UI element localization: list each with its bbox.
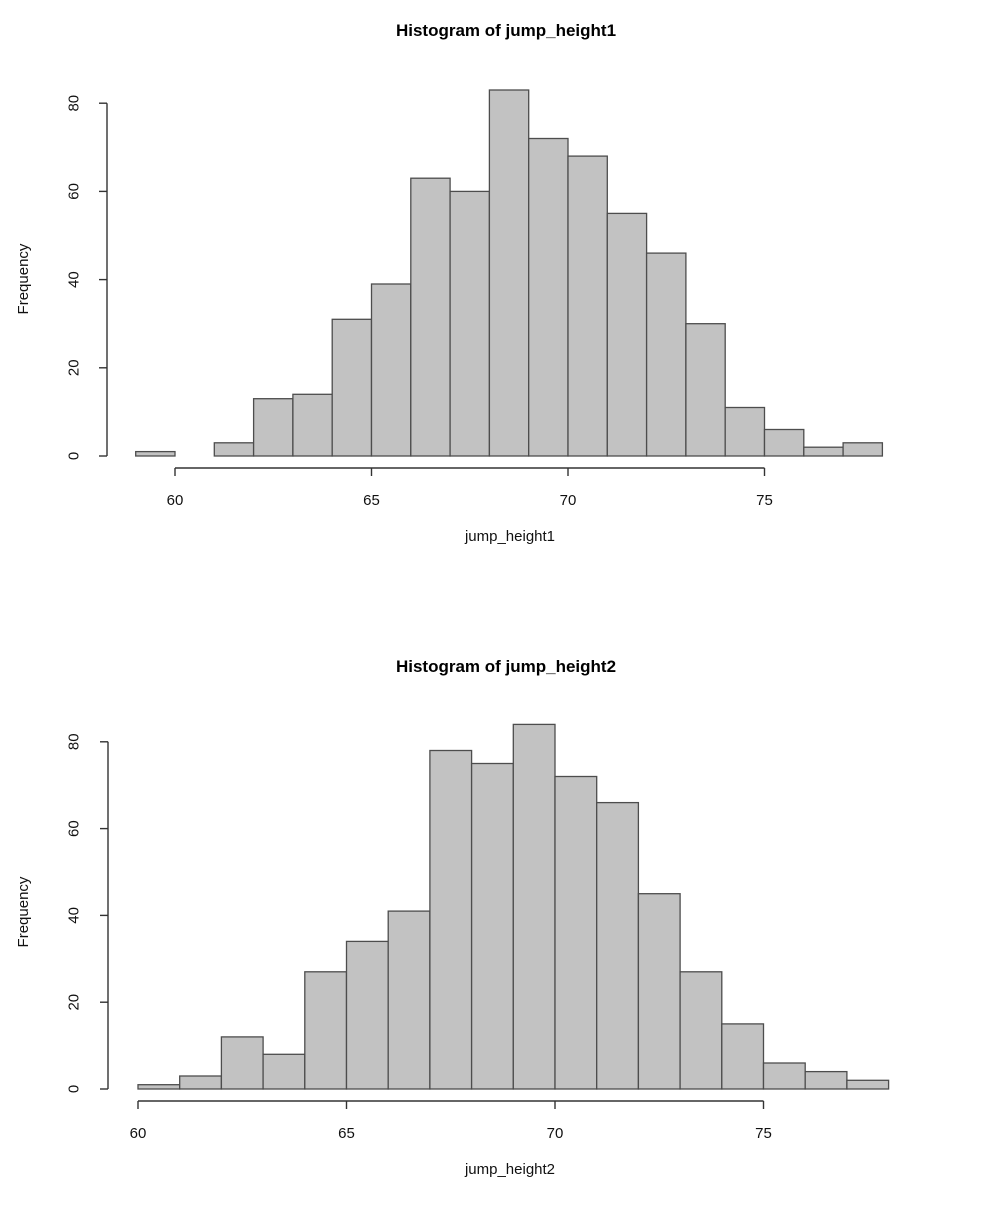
x-tick-label: 60 [130, 1125, 147, 1142]
histogram-bar [721, 1023, 765, 1090]
histogram-bar [512, 723, 556, 1090]
x-axis-label: jump_height2 [464, 1161, 555, 1178]
y-tick-label: 60 [66, 820, 83, 837]
histogram-bar [685, 323, 726, 457]
y-tick-label: 40 [66, 271, 83, 288]
y-axis-label: Frequency [15, 876, 32, 947]
histogram-bar [528, 137, 569, 457]
y-tick-label: 60 [66, 183, 83, 200]
histogram-bar [179, 1075, 223, 1090]
histogram-bar [724, 406, 766, 457]
histogram-bar [842, 442, 884, 457]
histogram-bar [803, 446, 844, 457]
y-tick-label: 0 [66, 452, 83, 460]
chart-title: Histogram of jump_height1 [396, 21, 616, 40]
x-axis-label: jump_height1 [464, 528, 555, 545]
histogram-bar [137, 1084, 181, 1090]
histogram-bar [449, 190, 491, 457]
histogram-bar [292, 393, 333, 457]
histogram-bar [763, 428, 805, 457]
histogram-bar [567, 155, 608, 457]
histogram-bar [220, 1036, 264, 1090]
y-tick-label: 0 [66, 1085, 83, 1093]
x-tick-label: 65 [338, 1125, 355, 1142]
y-axis-label: Frequency [15, 243, 32, 314]
histogram-bar [345, 940, 389, 1090]
histogram-bar [429, 749, 473, 1090]
histogram-bar [554, 775, 598, 1090]
x-tick-label: 60 [167, 492, 184, 509]
x-tick-label: 75 [756, 492, 773, 509]
histogram-bar [370, 283, 412, 457]
histogram-bar [213, 442, 255, 457]
histogram-bar [304, 971, 348, 1090]
histogram-bar [470, 762, 514, 1090]
histogram-bar [410, 177, 451, 457]
histogram-bar [262, 1053, 306, 1090]
histogram-bar [679, 971, 723, 1090]
histogram-bar [596, 801, 640, 1090]
histogram-bar [387, 910, 431, 1090]
y-tick-label: 40 [66, 907, 83, 924]
x-tick-label: 70 [547, 1125, 564, 1142]
histogram-bar [804, 1070, 848, 1090]
x-tick-label: 65 [363, 492, 380, 509]
histogram-bar [135, 450, 176, 457]
histogram-bar [606, 212, 648, 457]
y-tick-label: 80 [66, 95, 83, 112]
x-tick-label: 70 [560, 492, 577, 509]
x-tick-label: 75 [755, 1125, 772, 1142]
y-tick-label: 20 [66, 359, 83, 376]
histogram-bar [331, 318, 373, 457]
y-tick-label: 80 [66, 733, 83, 750]
histogram-bar [645, 252, 687, 457]
chart-title: Histogram of jump_height2 [396, 657, 616, 676]
histogram-bar [846, 1079, 890, 1090]
histogram-bar [488, 89, 530, 457]
histogram-bar [762, 1062, 806, 1090]
histogram-bar [637, 893, 681, 1090]
histogram-bar [252, 398, 294, 457]
y-tick-label: 20 [66, 994, 83, 1011]
